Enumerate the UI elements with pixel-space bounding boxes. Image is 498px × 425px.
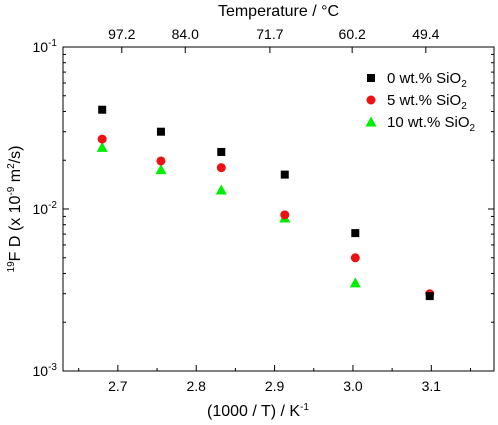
marks-layer	[96, 105, 435, 301]
top-tick-label: 60.2	[339, 26, 366, 42]
legend-triangle-marker	[365, 116, 377, 127]
square-point	[280, 170, 289, 179]
circle-point	[350, 253, 360, 263]
top-tick-label: 71.7	[256, 26, 283, 42]
x-tick-label: 2.7	[108, 378, 128, 394]
triangle-point	[215, 184, 227, 195]
y-axis-title: 19F D (x 10-9 m2/s)	[6, 146, 24, 273]
x-axis-title: (1000 / T) / K-1	[207, 402, 309, 420]
top-tick-label: 84.0	[172, 26, 199, 42]
axes-layer: 2.7 2.8 2.9 3.0 3.1 97.2 84.0 71.7 60.2 49.4 10-3 1…	[33, 26, 494, 394]
legend-label: 0 wt.% SiO2	[387, 70, 467, 90]
triangle-point	[155, 164, 167, 175]
circle-point	[156, 156, 166, 166]
legend-label: 10 wt.% SiO2	[387, 114, 476, 134]
y-tick-label: 10-3	[33, 362, 58, 379]
triangle-point	[96, 141, 108, 152]
square-point	[425, 292, 434, 301]
legend-label: 5 wt.% SiO2	[387, 92, 467, 112]
square-point	[98, 105, 107, 114]
x-tick-label: 3.1	[422, 378, 442, 394]
y-tick-label: 10-2	[33, 200, 58, 217]
top-tick-label: 97.2	[108, 26, 135, 42]
legend-circle-marker	[366, 95, 376, 105]
square-point	[156, 127, 165, 136]
triangle-point	[349, 277, 361, 288]
x-tick-label: 2.9	[265, 378, 285, 394]
circle-point	[216, 163, 226, 173]
top-tick-label: 49.4	[412, 26, 439, 42]
square-point	[217, 147, 226, 156]
square-point	[351, 229, 360, 238]
y-tick-label: 10-1	[33, 38, 58, 55]
legend-square-marker	[367, 74, 375, 82]
x-tick-label: 3.0	[343, 378, 363, 394]
top-axis-title: Temperature / °C	[218, 3, 339, 20]
circle-point	[97, 134, 107, 144]
x-tick-label: 2.8	[186, 378, 206, 394]
circle-point	[280, 210, 290, 220]
